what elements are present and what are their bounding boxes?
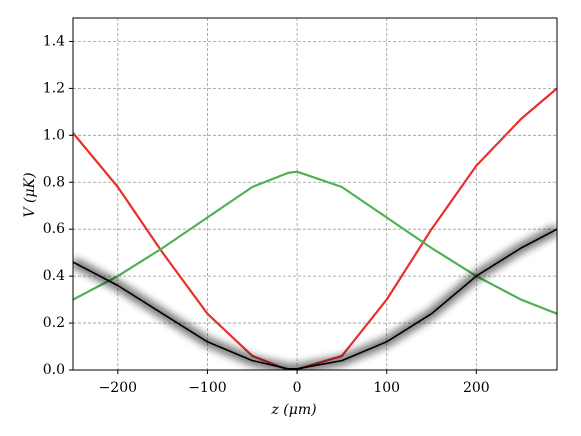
y-tick-label: 1.4 xyxy=(43,33,65,49)
y-tick-label: 0.6 xyxy=(43,221,65,237)
x-tick-label: −200 xyxy=(99,380,137,396)
x-tick-label: −100 xyxy=(188,380,226,396)
line xyxy=(73,170,557,315)
y-tick-label: 0.8 xyxy=(43,174,65,190)
y-tick-label: 1.0 xyxy=(43,127,65,143)
density-band xyxy=(73,228,557,370)
x-tick-label: 0 xyxy=(293,380,302,396)
y-tick-label: 1.2 xyxy=(43,80,65,96)
y-tick-label: 0.0 xyxy=(43,362,65,378)
x-tick-label: 200 xyxy=(463,380,490,396)
x-tick-label: 100 xyxy=(373,380,400,396)
density-halo xyxy=(73,224,557,370)
plot-frame xyxy=(72,17,558,371)
y-tick-label: 0.2 xyxy=(43,315,65,331)
y-tick-label: 0.4 xyxy=(43,268,65,284)
x-axis-label: z (μm) xyxy=(270,402,316,418)
y-axis-label: V (μK) xyxy=(22,172,38,217)
